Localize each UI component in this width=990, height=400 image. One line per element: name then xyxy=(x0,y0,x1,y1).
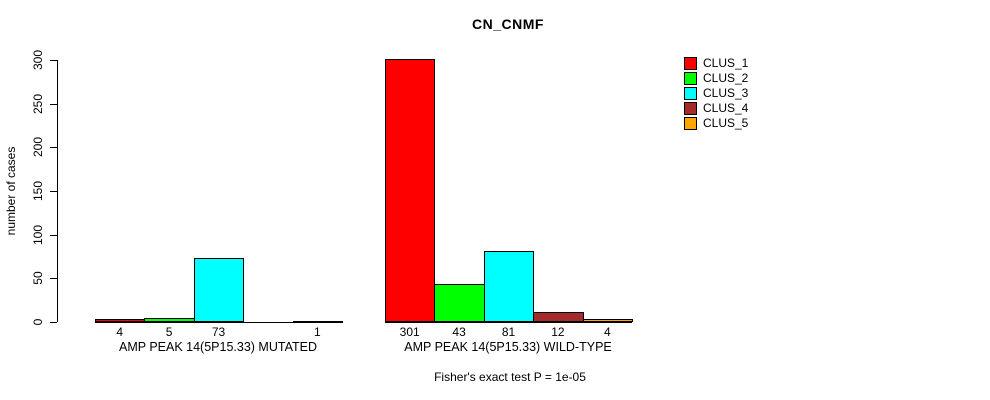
legend-swatch-clus_2 xyxy=(684,72,697,85)
bar-wild-type-clus-5 xyxy=(582,318,633,322)
legend-label: CLUS_4 xyxy=(703,101,749,115)
bar-wild-type-clus-3 xyxy=(483,251,535,322)
y-tick-label: 300 xyxy=(31,49,45,71)
bar-wild-type-clus-2 xyxy=(434,284,485,322)
legend-label: CLUS_1 xyxy=(703,56,749,70)
bar-mutated-clus-3 xyxy=(193,258,245,322)
legend-swatch-clus_1 xyxy=(684,57,697,70)
y-axis-line xyxy=(57,60,58,322)
y-tick-label: 250 xyxy=(31,93,45,114)
bar-mutated-clus-5 xyxy=(292,321,343,323)
y-tick-mark xyxy=(50,235,57,236)
y-tick-mark xyxy=(50,322,57,323)
y-tick-label: 0 xyxy=(31,318,45,326)
y-tick-label: 50 xyxy=(31,271,45,286)
bar-value-label: 4 xyxy=(603,325,611,339)
legend-swatch-clus_5 xyxy=(684,117,697,130)
bar-value-label: 1 xyxy=(313,325,321,339)
y-tick-mark xyxy=(50,60,57,61)
y-axis-label: number of cases xyxy=(4,146,18,236)
bar-mutated-clus-2 xyxy=(144,317,195,322)
bar-value-label: 4 xyxy=(116,325,124,339)
bar-value-label: 12 xyxy=(551,325,565,339)
legend-swatch-clus_3 xyxy=(684,87,697,100)
x-group-label-mutated: AMP PEAK 14(5P15.33) MUTATED xyxy=(119,340,317,354)
bar-value-label: 81 xyxy=(501,325,516,339)
x-baseline-wild-type xyxy=(385,322,632,323)
x-group-label-wild-type: AMP PEAK 14(5P15.33) WILD-TYPE xyxy=(404,340,612,354)
legend-swatch-clus_4 xyxy=(684,102,697,115)
bar-wild-type-clus-4 xyxy=(533,311,584,322)
y-tick-mark xyxy=(50,191,57,192)
legend: CLUS_1 CLUS_2 CLUS_3 CLUS_4 CLUS_5 xyxy=(684,56,748,131)
legend-item-clus_5: CLUS_5 xyxy=(684,116,748,131)
bar-wild-type-clus-1 xyxy=(385,59,436,322)
legend-item-clus_4: CLUS_4 xyxy=(684,101,748,116)
y-tick-mark xyxy=(50,147,57,148)
legend-item-clus_3: CLUS_3 xyxy=(684,86,748,101)
y-tick-mark xyxy=(50,278,57,279)
legend-label: CLUS_2 xyxy=(703,71,749,85)
y-tick-mark xyxy=(50,104,57,105)
x-baseline-mutated xyxy=(95,322,342,323)
legend-label: CLUS_3 xyxy=(703,86,749,100)
bar-value-label: 301 xyxy=(399,325,420,339)
y-tick-label: 200 xyxy=(31,137,45,158)
fisher-test-annotation: Fisher's exact test P = 1e-05 xyxy=(434,370,586,384)
chart-title: CN_CNMF xyxy=(472,16,544,32)
bar-value-label: 5 xyxy=(165,325,173,339)
legend-item-clus_1: CLUS_1 xyxy=(684,56,748,71)
legend-label: CLUS_5 xyxy=(703,116,749,130)
bar-value-label: 73 xyxy=(211,325,226,339)
y-tick-label: 150 xyxy=(31,180,45,202)
bar-value-label: 43 xyxy=(452,325,466,339)
bar-mutated-clus-1 xyxy=(95,318,146,322)
legend-item-clus_2: CLUS_2 xyxy=(684,71,748,86)
y-tick-label: 100 xyxy=(31,224,45,245)
